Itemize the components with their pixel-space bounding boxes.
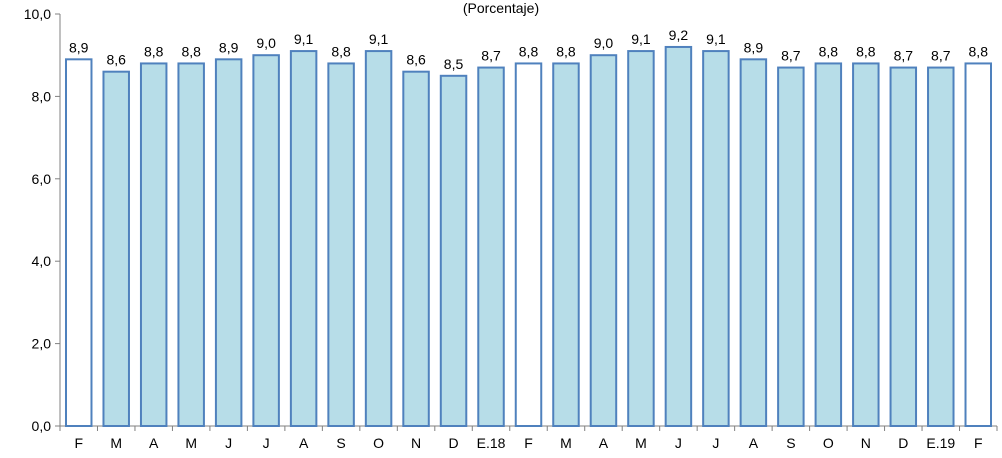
x-tick-label: M	[185, 435, 197, 451]
bar	[552, 62, 580, 427]
data-label: 9,1	[706, 31, 726, 47]
x-tick-label: J	[712, 435, 719, 451]
data-label: 8,9	[69, 39, 89, 55]
x-tick-label: E.19	[926, 435, 955, 451]
bar	[177, 62, 205, 427]
bar	[327, 62, 355, 427]
x-tick-label: N	[411, 435, 421, 451]
data-label: 9,1	[369, 31, 389, 47]
data-label: 8,7	[781, 48, 801, 64]
x-axis: F M A M J J A S O N D E.18 F M A M J J A S O N D E.19 F	[59, 425, 998, 451]
x-tick-label: O	[823, 435, 834, 451]
y-tick-label: 0,0	[32, 418, 52, 434]
bar	[777, 66, 805, 427]
x-tick-label: F	[74, 435, 83, 451]
bar	[252, 54, 280, 427]
x-tick-label: N	[861, 435, 871, 451]
x-tick-label: J	[225, 435, 232, 451]
bar	[889, 66, 918, 427]
data-label: 8,8	[969, 43, 989, 59]
bar	[852, 62, 880, 427]
data-label: 8,8	[181, 43, 201, 59]
bar	[739, 58, 768, 427]
bars	[64, 45, 993, 428]
bar	[477, 66, 505, 427]
bar	[627, 50, 655, 428]
chart-subtitle: (Porcentaje)	[462, 0, 540, 16]
bar	[589, 54, 618, 427]
x-tick-label: A	[599, 435, 609, 451]
bar	[289, 50, 318, 428]
x-tick-label: A	[149, 435, 159, 451]
bar	[439, 74, 468, 428]
x-tick-label: D	[448, 435, 458, 451]
x-tick-label: S	[786, 435, 795, 451]
x-tick-label: F	[974, 435, 983, 451]
data-label: 8,7	[931, 48, 951, 64]
data-label: 8,9	[219, 39, 239, 55]
bar	[702, 50, 730, 428]
data-label: 8,7	[894, 48, 914, 64]
bar	[364, 50, 393, 428]
bar	[214, 58, 243, 427]
bar	[664, 45, 693, 428]
x-tick-label: S	[336, 435, 345, 451]
bar	[139, 62, 168, 427]
bar	[514, 62, 543, 427]
data-label: 8,8	[856, 43, 876, 59]
data-label: 8,8	[556, 43, 576, 59]
x-tick-label: J	[263, 435, 270, 451]
data-label: 8,8	[331, 43, 351, 59]
data-label: 9,1	[631, 31, 651, 47]
bar	[927, 66, 955, 427]
x-tick-label: M	[110, 435, 122, 451]
x-tick-label: A	[749, 435, 759, 451]
data-label: 8,7	[481, 48, 501, 64]
data-label: 8,8	[144, 43, 164, 59]
x-tick-label: M	[635, 435, 647, 451]
x-tick-label: J	[675, 435, 682, 451]
data-label: 8,9	[744, 39, 764, 55]
x-tick-label: A	[299, 435, 309, 451]
x-tick-label: O	[373, 435, 384, 451]
x-tick-label: D	[898, 435, 908, 451]
bar	[814, 62, 843, 427]
y-tick-label: 4,0	[32, 253, 52, 269]
data-label: 9,0	[256, 35, 276, 51]
y-tick-label: 10,0	[24, 6, 51, 22]
y-axis: 0,0 2,0 4,0 6,0 8,0 10,0	[24, 6, 61, 434]
x-tick-label: M	[560, 435, 572, 451]
y-tick-label: 6,0	[32, 171, 52, 187]
x-tick-label: F	[524, 435, 533, 451]
data-label: 9,1	[294, 31, 314, 47]
bar	[964, 62, 993, 427]
bar	[102, 70, 130, 428]
bar	[402, 70, 430, 428]
x-tick-label: E.18	[477, 435, 506, 451]
bar	[64, 58, 93, 427]
data-label: 9,0	[594, 35, 614, 51]
y-tick-label: 8,0	[32, 88, 52, 104]
data-labels: 8,9 8,6 8,8 8,8 8,9 9,0 9,1 8,8 9,1 8,6 8,5 8,7 8,8 8…	[69, 27, 988, 72]
data-label: 9,2	[669, 27, 689, 43]
data-label: 8,6	[406, 52, 426, 68]
data-label: 8,6	[106, 52, 126, 68]
data-label: 8,8	[819, 43, 839, 59]
y-tick-label: 2,0	[32, 336, 52, 352]
data-label: 8,5	[444, 56, 464, 72]
data-label: 8,8	[519, 43, 539, 59]
